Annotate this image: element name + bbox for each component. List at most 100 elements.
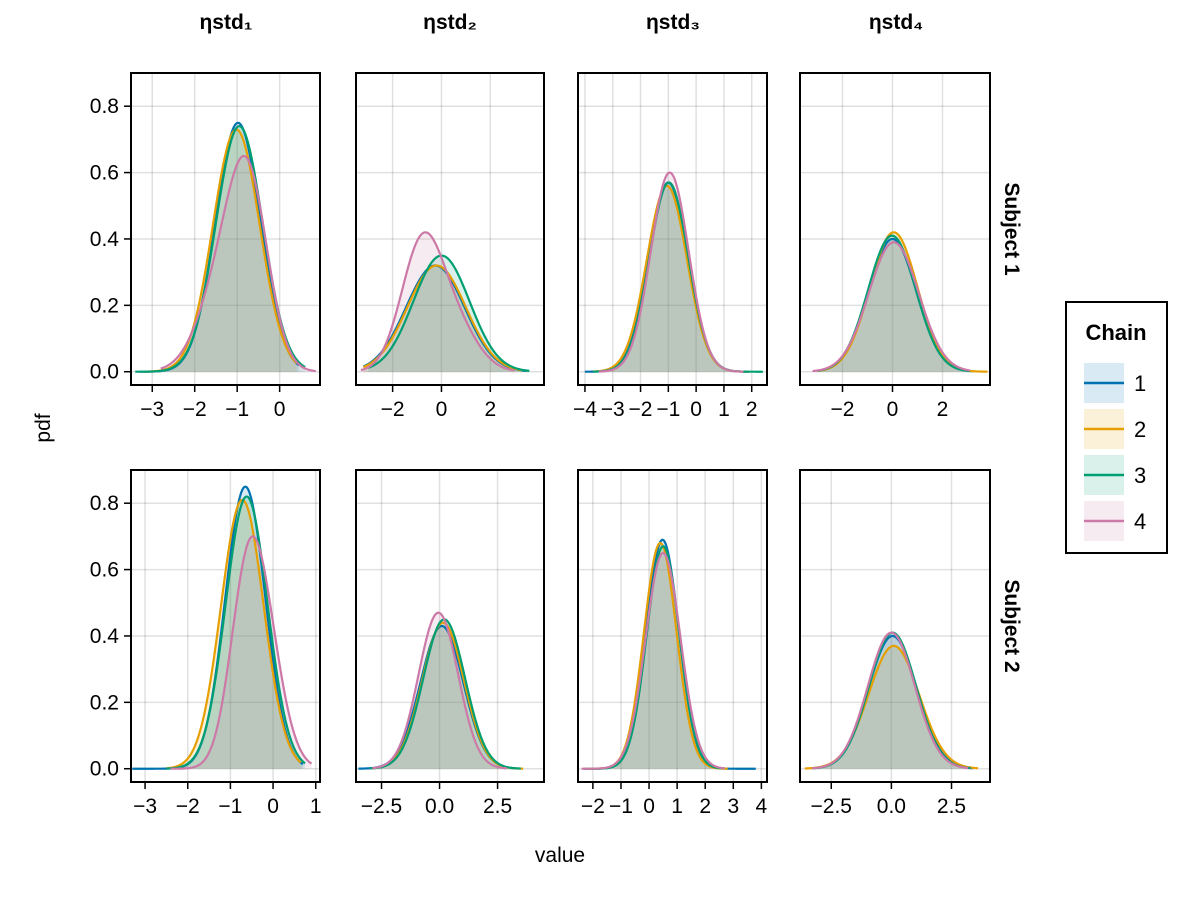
panel-r2-c3: −2 −1 0 1 2 3 4 <box>577 469 768 818</box>
x-tick-label: 4 <box>756 795 768 818</box>
density-fill-chain-3 <box>166 496 306 769</box>
density-fill-chain-4 <box>581 552 725 769</box>
y-tick-label: 0.2 <box>90 294 119 317</box>
panel-r2-c2: −2.5 0.0 2.5 <box>355 469 545 818</box>
density-series-group <box>584 171 763 373</box>
density-line-chain-3 <box>367 254 530 372</box>
density-line-chain-2 <box>166 498 302 770</box>
panel-r2-c1: −3 −2 −1 0 1 0.0 0.2 0.4 0.6 0.8 <box>90 469 322 818</box>
column-title-4: ηstd₄ <box>869 11 923 34</box>
panel-frame <box>577 72 768 386</box>
x-tick-label: 0 <box>643 795 655 818</box>
x-tick-label: −1 <box>218 795 242 818</box>
y-tick-label: 0.0 <box>90 361 119 384</box>
x-tick-label: 1 <box>718 398 730 421</box>
density-line-chain-4 <box>160 154 316 373</box>
column-title-2: ηstd₂ <box>423 11 477 34</box>
density-line-chain-4 <box>371 611 508 770</box>
x-tick-label: −2 <box>629 398 653 421</box>
density-line-chain-4 <box>170 535 313 770</box>
panel-background <box>356 73 544 385</box>
panel-frame <box>799 469 991 783</box>
y-tick-label: 0.4 <box>90 228 120 251</box>
x-tick-label: 0.0 <box>425 795 454 818</box>
panel-r1-c1: −3 −2 −1 0 0.0 0.2 0.4 0.6 0.8 <box>90 72 321 421</box>
density-fill-chain-4 <box>360 232 515 372</box>
column-title-1: ηstd₁ <box>199 11 252 34</box>
column-title-3: ηstd₃ <box>646 11 700 34</box>
panel-background <box>578 73 767 385</box>
y-tick-label: 0.8 <box>90 492 119 515</box>
x-tick-label: 2 <box>484 398 496 421</box>
x-tick-label: 0 <box>690 398 702 421</box>
panel-background <box>131 73 320 385</box>
density-fill-chain-2 <box>593 185 749 372</box>
panel-background <box>800 73 990 385</box>
row-title-1: Subject 1 <box>1000 182 1023 276</box>
density-series-group <box>581 538 756 770</box>
density-series-group <box>812 231 988 373</box>
density-fill-chain-3 <box>135 126 306 372</box>
panel-r1-c2: −2 0 2 <box>355 72 545 421</box>
panel-background <box>578 470 767 782</box>
density-fill-chain-4 <box>598 172 744 372</box>
x-tick-label: 2.5 <box>483 795 512 818</box>
panel-frame <box>130 72 321 386</box>
panel-frame <box>799 72 991 386</box>
density-series-group <box>132 485 313 770</box>
density-line-chain-2 <box>362 264 523 372</box>
density-fill-chain-3 <box>817 235 970 372</box>
density-fill-chain-2 <box>143 129 297 372</box>
x-tick-label: −1 <box>656 398 680 421</box>
x-tick-label: 1 <box>310 795 322 818</box>
x-tick-label: −2 <box>831 398 855 421</box>
legend-label: 2 <box>1134 417 1146 442</box>
y-tick-label: 0.6 <box>90 559 119 582</box>
x-tick-label: −2.5 <box>361 795 402 818</box>
y-tick-label: 0.8 <box>90 95 119 118</box>
x-tick-label: 2 <box>937 398 949 421</box>
density-fill-chain-1 <box>584 182 749 372</box>
panel-r1-c4: −2 0 2 <box>799 72 991 421</box>
density-line-chain-4 <box>360 231 515 372</box>
density-fill-chain-4 <box>812 632 969 769</box>
density-fill-chain-2 <box>363 265 523 372</box>
panel-r1-c3: −4 −3 −2 −1 0 1 2 <box>573 72 768 421</box>
legend-entries: 1 2 3 4 <box>1084 363 1146 541</box>
x-tick-label: 1 <box>671 795 683 818</box>
density-fill-chain-1 <box>817 238 973 372</box>
panels-group: −3 −2 −1 00.00.20.40.60.8−2 0 2 −4 −3 −2 −1 0 1 2 −2 0… <box>90 72 991 818</box>
panel-frame <box>355 469 545 783</box>
x-tick-label: 0 <box>887 398 899 421</box>
panel-background <box>800 470 990 782</box>
legend-entry-3: 3 <box>1084 455 1146 495</box>
x-tick-label: 0 <box>267 795 279 818</box>
x-tick-label: −3 <box>140 398 164 421</box>
x-tick-label: 2.5 <box>937 795 966 818</box>
x-tick-label: 0 <box>436 398 448 421</box>
density-fill-chain-3 <box>593 182 763 372</box>
x-tick-label: −1 <box>609 795 633 818</box>
y-tick-label: 0.0 <box>90 758 119 781</box>
x-tick-label: −2.5 <box>811 795 852 818</box>
density-fill-chain-2 <box>166 499 301 769</box>
density-fill-chain-1 <box>584 539 756 769</box>
density-line-chain-4 <box>598 171 744 373</box>
legend-title: Chain <box>1085 320 1146 345</box>
density-line-chain-4 <box>581 551 726 770</box>
row-title-2: Subject 2 <box>1000 579 1023 672</box>
density-fill-chain-2 <box>587 543 728 769</box>
density-fill-chain-3 <box>369 619 521 769</box>
legend-label: 1 <box>1134 371 1146 396</box>
x-tick-label: 2 <box>699 795 711 818</box>
density-line-chain-4 <box>811 631 969 770</box>
legend-label: 4 <box>1134 509 1146 534</box>
legend: Chain 1 2 3 4 <box>1065 301 1168 554</box>
density-fill-chain-4 <box>170 536 312 769</box>
density-fill-chain-4 <box>812 242 970 372</box>
density-fill-chain-1 <box>139 122 299 372</box>
x-tick-label: 3 <box>727 795 739 818</box>
y-tick-label: 0.2 <box>90 691 119 714</box>
legend-frame <box>1065 301 1168 554</box>
